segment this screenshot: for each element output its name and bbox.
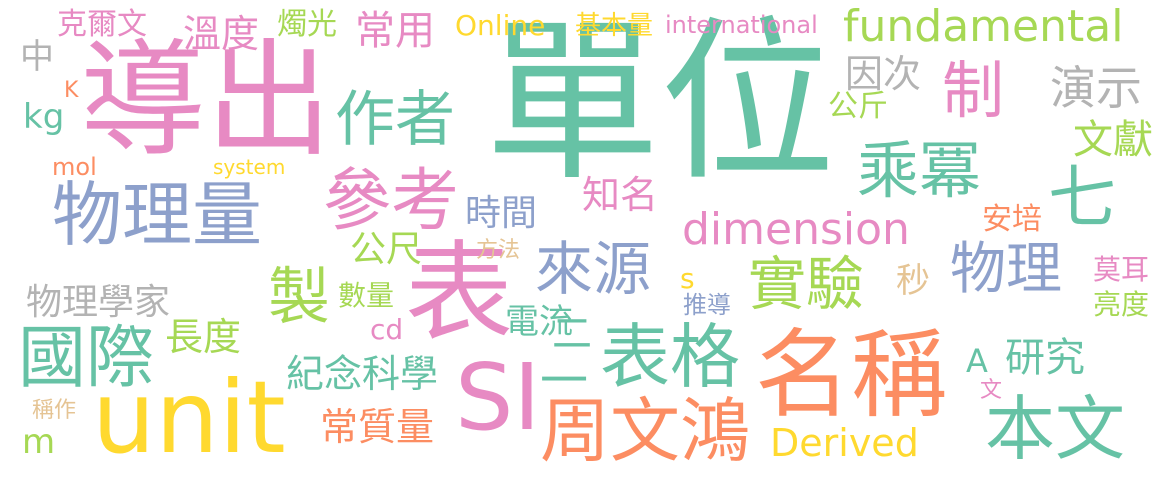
- word-文獻: 文獻: [1073, 117, 1153, 163]
- word-方法: 方法: [476, 238, 521, 263]
- word-表格: 表格: [600, 316, 740, 398]
- word-時間: 時間: [465, 193, 538, 234]
- word-溫度: 溫度: [183, 12, 260, 56]
- word-知名: 知名: [582, 173, 659, 217]
- word-一: 一: [540, 353, 589, 409]
- word-基本量: 基本量: [575, 11, 654, 41]
- word-SI: SI: [455, 344, 541, 451]
- word-參考: 參考: [323, 162, 460, 241]
- word-莫耳: 莫耳: [1093, 253, 1150, 286]
- word-二: 二: [545, 312, 591, 352]
- word-紀念科學: 紀念科學: [286, 352, 439, 396]
- word-安培: 安培: [982, 202, 1042, 237]
- word-本文: 本文: [985, 388, 1125, 470]
- word-文-small: 文: [980, 378, 1003, 403]
- word-m: m: [22, 422, 56, 462]
- word-dimension: dimension: [682, 204, 910, 255]
- word-研究: 研究: [1005, 335, 1085, 381]
- word-公斤: 公斤: [828, 89, 888, 124]
- word-公尺: 公尺: [350, 229, 423, 270]
- word-unit: unit: [92, 359, 286, 476]
- word-國際: 國際: [18, 319, 155, 398]
- word-單位: 單位: [485, 2, 835, 205]
- word-物理量: 物理量: [52, 174, 262, 256]
- word-稱作: 稱作: [32, 398, 77, 423]
- word-K: K: [64, 78, 79, 103]
- word-乘冪: 乘冪: [857, 134, 982, 207]
- word-常用: 常用: [355, 8, 435, 54]
- word-cd: cd: [370, 313, 404, 346]
- word-Online: Online: [455, 9, 546, 42]
- word-制: 制: [942, 54, 1005, 127]
- word-常質量: 常質量: [320, 405, 435, 449]
- word-作者: 作者: [335, 85, 455, 155]
- word-fundamental: fundamental: [843, 1, 1124, 52]
- word-周文鴻: 周文鴻: [540, 390, 750, 472]
- word-導出: 導出: [80, 27, 332, 174]
- word-推導: 推導: [683, 291, 731, 319]
- word-七: 七: [1048, 159, 1117, 238]
- word-international: international: [665, 11, 818, 39]
- word-物理: 物理: [950, 237, 1062, 302]
- word-物理學家: 物理學家: [26, 282, 171, 323]
- word-亮度: 亮度: [1093, 288, 1150, 321]
- word-燭光: 燭光: [277, 7, 337, 42]
- word-秒: 秒: [896, 261, 930, 301]
- word-數量: 數量: [338, 279, 395, 312]
- word-電流: 電流: [505, 302, 573, 342]
- word-中: 中: [20, 37, 54, 77]
- word-A: A: [966, 342, 988, 380]
- word-s: s: [680, 262, 695, 295]
- word-長度: 長度: [165, 315, 242, 359]
- word-system: system: [213, 155, 286, 179]
- word-克爾文: 克爾文: [57, 7, 147, 42]
- word-製: 製: [268, 260, 331, 333]
- word-Derived: Derived: [770, 421, 919, 465]
- word-因次: 因次: [845, 52, 922, 96]
- word-來源: 來源: [535, 235, 652, 303]
- word-kg: kg: [23, 97, 65, 137]
- word-名稱: 名稱: [755, 319, 947, 431]
- word-實驗: 實驗: [748, 250, 865, 318]
- word-演示: 演示: [1050, 61, 1142, 115]
- word-mol: mol: [52, 153, 97, 181]
- word-表: 表: [405, 231, 514, 356]
